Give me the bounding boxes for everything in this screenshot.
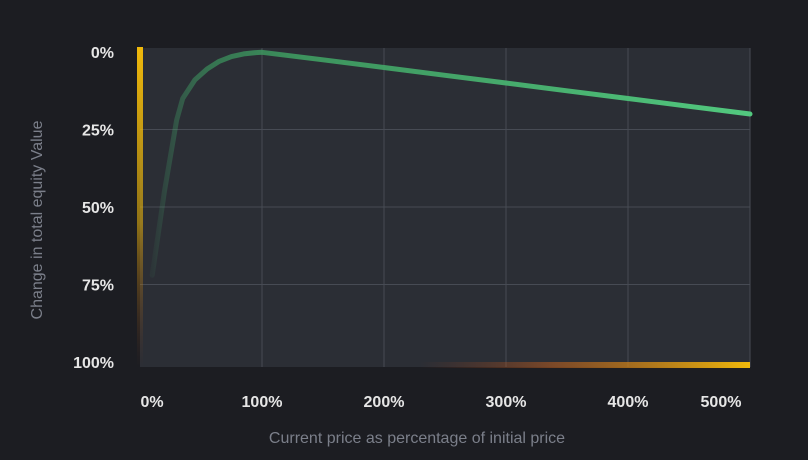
x-axis-highlight-bar bbox=[420, 362, 750, 368]
x-tick-label: 100% bbox=[242, 394, 283, 411]
axis-highlights bbox=[137, 47, 750, 368]
y-tick-label: 0% bbox=[91, 45, 114, 62]
x-axis-title: Current price as percentage of initial p… bbox=[269, 430, 565, 447]
x-axis-ticks: 0% 100% 200% 300% 400% 500% bbox=[140, 394, 741, 411]
grid-lines bbox=[140, 48, 751, 367]
x-tick-label: 400% bbox=[608, 394, 649, 411]
y-axis-title: Change in total equity Value bbox=[29, 120, 46, 319]
y-axis-ticks: 0% 25% 50% 75% 100% bbox=[73, 45, 114, 372]
x-tick-label: 300% bbox=[486, 394, 527, 411]
x-tick-label: 0% bbox=[140, 394, 163, 411]
x-tick-label: 200% bbox=[364, 394, 405, 411]
y-tick-label: 100% bbox=[73, 355, 114, 372]
y-tick-label: 25% bbox=[82, 123, 114, 140]
x-tick-label: 500% bbox=[701, 394, 742, 411]
y-axis-highlight-bar bbox=[137, 47, 143, 367]
y-tick-label: 75% bbox=[82, 278, 114, 295]
series-line bbox=[149, 49, 753, 278]
series-layer bbox=[149, 49, 753, 278]
y-tick-label: 50% bbox=[82, 200, 114, 217]
